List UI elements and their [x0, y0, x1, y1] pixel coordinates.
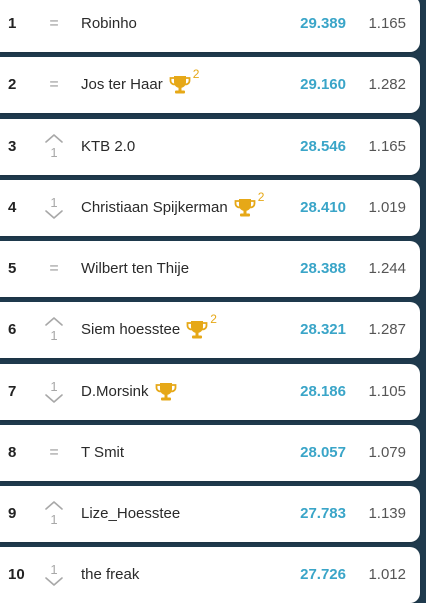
average-score: 1.282: [368, 76, 406, 93]
trend-change: 1: [50, 562, 58, 577]
player-name[interactable]: Lize_Hoesstee: [81, 505, 181, 522]
chevron-down-icon: [45, 394, 63, 403]
player-cell: the freak: [81, 547, 139, 603]
average-score: 1.165: [368, 138, 406, 155]
rank-trend: =: [40, 57, 68, 113]
player-name[interactable]: Christiaan Spijkerman: [81, 199, 228, 216]
trophy-icon: [169, 76, 191, 94]
trend-change: 1: [50, 379, 58, 394]
ranking-row[interactable]: 6 1 Siem hoesstee 2 28.321 1.287: [0, 302, 420, 358]
rank-number: 8: [8, 444, 17, 461]
trophy-count: 2: [210, 312, 217, 326]
rank-trend: 1: [40, 302, 68, 358]
total-score: 29.389: [300, 15, 346, 32]
trophy-icon: [155, 383, 176, 401]
rank-number: 3: [8, 138, 17, 155]
rank-number: 7: [8, 383, 17, 400]
chevron-up-icon: [45, 501, 63, 510]
player-cell: Lize_Hoesstee: [81, 486, 180, 542]
trophy-icon: [234, 199, 256, 217]
trophy-badge: 2: [234, 191, 264, 219]
average-score: 1.019: [368, 199, 406, 216]
rank-number: 10: [8, 566, 25, 583]
player-name[interactable]: D.Morsink: [81, 383, 149, 400]
total-score: 27.783: [300, 505, 346, 522]
ranking-row[interactable]: 3 1 KTB 2.0 28.546 1.165: [0, 119, 420, 175]
player-cell: Robinho: [81, 0, 137, 52]
average-score: 1.244: [368, 260, 406, 277]
trend-same-icon: =: [49, 76, 59, 93]
player-name[interactable]: Jos ter Haar: [81, 76, 163, 93]
trophy-badge: 2: [169, 68, 199, 96]
average-score: 1.105: [368, 383, 406, 400]
trend-same-icon: =: [49, 444, 59, 461]
rank-trend: 1: [40, 180, 68, 236]
ranking-row[interactable]: 8 = T Smit 28.057 1.079: [0, 425, 420, 481]
ranking-row[interactable]: 5 = Wilbert ten Thije 28.388 1.244: [0, 241, 420, 297]
player-cell: KTB 2.0: [81, 119, 135, 175]
player-cell: Jos ter Haar 2: [81, 57, 199, 113]
average-score: 1.079: [368, 444, 406, 461]
trend-change: 1: [50, 328, 58, 343]
total-score: 28.057: [300, 444, 346, 461]
trend-same-icon: =: [49, 15, 59, 32]
chevron-up-icon: [45, 134, 63, 143]
total-score: 27.726: [300, 566, 346, 583]
trophy-badge: [155, 381, 179, 403]
rank-trend: 1: [40, 119, 68, 175]
player-name[interactable]: Wilbert ten Thije: [81, 260, 190, 277]
rank-trend: =: [40, 0, 68, 52]
trend-change: 1: [50, 145, 58, 160]
rank-number: 2: [8, 76, 17, 93]
trophy-badge: 2: [186, 313, 217, 341]
ranking-row[interactable]: 2 = Jos ter Haar 2 29.160 1.282: [0, 57, 420, 113]
player-name[interactable]: Siem hoesstee: [81, 321, 181, 338]
player-cell: D.Morsink: [81, 364, 179, 420]
average-score: 1.287: [368, 321, 406, 338]
player-cell: Christiaan Spijkerman 2: [81, 180, 264, 236]
total-score: 28.388: [300, 260, 346, 277]
ranking-row[interactable]: 7 1 D.Morsink 28.186 1.105: [0, 364, 420, 420]
ranking-row[interactable]: 10 1 the freak 27.726 1.012: [0, 547, 420, 603]
average-score: 1.165: [368, 15, 406, 32]
player-cell: T Smit: [81, 425, 124, 481]
trophy-count: 2: [192, 67, 200, 81]
trend-change: 1: [50, 512, 58, 527]
player-name[interactable]: Robinho: [81, 15, 137, 32]
rank-number: 5: [8, 260, 17, 277]
total-score: 28.186: [300, 383, 346, 400]
average-score: 1.139: [368, 505, 406, 522]
trend-same-icon: =: [49, 260, 59, 277]
ranking-row[interactable]: 9 1 Lize_Hoesstee 27.783 1.139: [0, 486, 420, 542]
trend-change: 1: [50, 195, 58, 210]
rank-trend: 1: [40, 364, 68, 420]
total-score: 28.546: [300, 138, 346, 155]
chevron-up-icon: [45, 317, 63, 326]
player-cell: Siem hoesstee 2: [81, 302, 217, 358]
rank-trend: =: [40, 425, 68, 481]
player-cell: Wilbert ten Thije: [81, 241, 189, 297]
rank-trend: 1: [40, 486, 68, 542]
ranking-row[interactable]: 4 1 Christiaan Spijkerman 2 28.410 1.019: [0, 180, 420, 236]
player-name[interactable]: KTB 2.0: [81, 138, 136, 155]
player-name[interactable]: the freak: [81, 566, 140, 583]
ranking-row[interactable]: 1 = Robinho 29.389 1.165: [0, 0, 420, 52]
rank-number: 6: [8, 321, 17, 338]
total-score: 28.321: [300, 321, 346, 338]
rank-number: 4: [8, 199, 17, 216]
player-name[interactable]: T Smit: [81, 444, 125, 461]
rank-number: 9: [8, 505, 17, 522]
total-score: 29.160: [300, 76, 346, 93]
rank-trend: 1: [40, 547, 68, 603]
chevron-down-icon: [45, 577, 63, 586]
trophy-count: 2: [257, 190, 265, 204]
rank-number: 1: [8, 15, 17, 32]
total-score: 28.410: [300, 199, 346, 216]
trophy-icon: [186, 321, 208, 339]
chevron-down-icon: [45, 210, 63, 219]
rank-trend: =: [40, 241, 68, 297]
average-score: 1.012: [368, 566, 406, 583]
